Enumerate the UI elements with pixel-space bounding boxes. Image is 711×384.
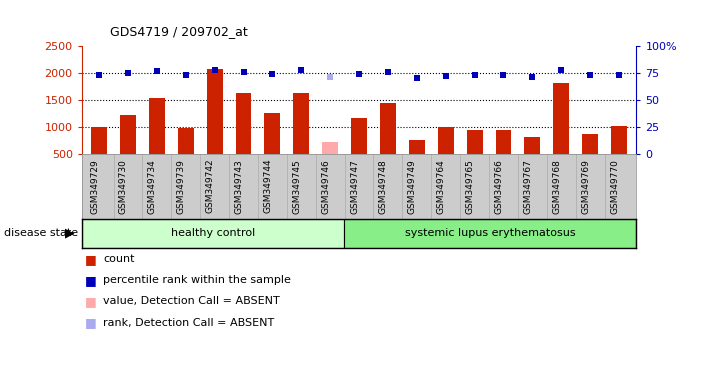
Text: GSM349769: GSM349769 bbox=[581, 159, 590, 214]
Text: GSM349739: GSM349739 bbox=[177, 159, 186, 214]
Bar bbox=[525, 137, 540, 154]
Text: GSM349742: GSM349742 bbox=[205, 159, 215, 214]
Bar bbox=[91, 127, 107, 154]
Text: GSM349734: GSM349734 bbox=[148, 159, 157, 214]
Text: ■: ■ bbox=[85, 295, 97, 308]
Text: GSM349730: GSM349730 bbox=[119, 159, 128, 214]
Bar bbox=[496, 131, 511, 154]
Bar bbox=[466, 130, 483, 154]
Text: ■: ■ bbox=[85, 253, 97, 266]
Text: percentile rank within the sample: percentile rank within the sample bbox=[103, 275, 291, 285]
Text: GSM349764: GSM349764 bbox=[437, 159, 446, 214]
Bar bbox=[553, 83, 570, 154]
Text: disease state: disease state bbox=[4, 228, 77, 238]
Text: GSM349749: GSM349749 bbox=[408, 159, 417, 214]
Bar bbox=[351, 118, 367, 154]
Bar bbox=[82, 219, 344, 248]
Text: GSM349729: GSM349729 bbox=[90, 159, 99, 214]
Bar bbox=[178, 128, 193, 154]
Text: GSM349770: GSM349770 bbox=[610, 159, 619, 214]
Bar bbox=[120, 116, 136, 154]
Bar bbox=[322, 142, 338, 154]
Bar bbox=[409, 140, 424, 154]
Text: rank, Detection Call = ABSENT: rank, Detection Call = ABSENT bbox=[103, 318, 274, 328]
Bar bbox=[207, 69, 223, 154]
Text: value, Detection Call = ABSENT: value, Detection Call = ABSENT bbox=[103, 296, 280, 306]
Text: count: count bbox=[103, 254, 134, 264]
Text: ▶: ▶ bbox=[65, 227, 75, 240]
Text: GSM349746: GSM349746 bbox=[321, 159, 330, 214]
Bar bbox=[380, 103, 396, 154]
Text: GDS4719 / 209702_at: GDS4719 / 209702_at bbox=[110, 25, 248, 38]
Text: healthy control: healthy control bbox=[171, 228, 255, 238]
Text: GSM349745: GSM349745 bbox=[292, 159, 301, 214]
Text: GSM349767: GSM349767 bbox=[523, 159, 533, 214]
Bar bbox=[149, 98, 165, 154]
Text: systemic lupus erythematosus: systemic lupus erythematosus bbox=[405, 228, 576, 238]
Text: GSM349766: GSM349766 bbox=[494, 159, 503, 214]
Bar bbox=[438, 127, 454, 154]
Text: ■: ■ bbox=[85, 316, 97, 329]
Bar bbox=[344, 219, 636, 248]
Text: GSM349748: GSM349748 bbox=[379, 159, 388, 214]
Text: ■: ■ bbox=[85, 274, 97, 287]
Text: GSM349744: GSM349744 bbox=[263, 159, 272, 214]
Text: GSM349765: GSM349765 bbox=[466, 159, 475, 214]
Bar bbox=[235, 93, 252, 154]
Text: GSM349768: GSM349768 bbox=[552, 159, 561, 214]
Bar bbox=[582, 134, 598, 154]
Bar bbox=[264, 113, 280, 154]
Text: GSM349747: GSM349747 bbox=[350, 159, 359, 214]
Bar bbox=[611, 126, 627, 154]
Bar bbox=[294, 93, 309, 154]
Text: GSM349743: GSM349743 bbox=[235, 159, 243, 214]
